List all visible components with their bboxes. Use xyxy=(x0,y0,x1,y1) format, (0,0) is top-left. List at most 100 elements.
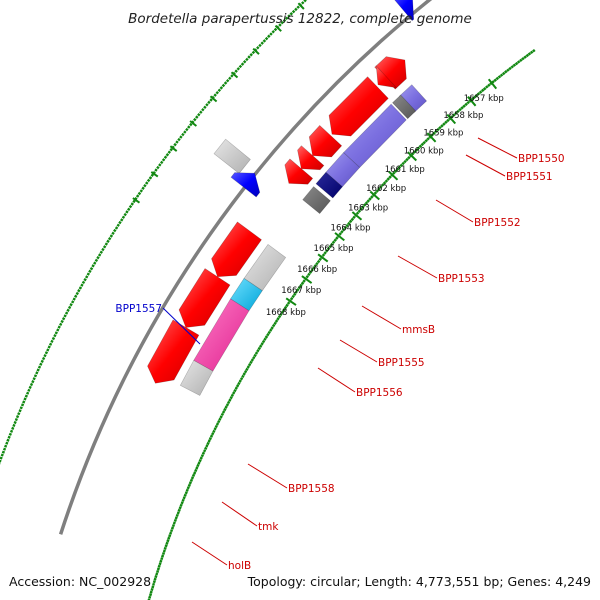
scale-dot xyxy=(2,447,7,451)
scale-dot xyxy=(228,76,232,80)
scale-dot xyxy=(173,518,177,523)
scale-dot xyxy=(72,297,76,301)
scale-dot xyxy=(169,147,173,152)
gene-label: holB xyxy=(228,560,251,572)
scale-dot xyxy=(86,272,90,276)
scale-dot xyxy=(91,264,95,268)
scale-dot xyxy=(243,370,248,374)
scale-dot xyxy=(280,310,285,314)
scale-dot xyxy=(184,491,188,495)
scale-dot xyxy=(183,130,187,134)
scale-dot xyxy=(476,92,481,96)
scale-dot xyxy=(196,463,200,468)
scale-dot xyxy=(392,171,396,175)
scale-label: 1664 kbp xyxy=(331,224,371,234)
gene-feature-bpp1558 xyxy=(211,221,262,278)
scale-dot xyxy=(245,57,249,62)
scale-dot xyxy=(382,181,387,185)
scale-dot xyxy=(257,346,262,351)
scale-dot xyxy=(195,466,199,470)
scale-dot xyxy=(252,356,256,360)
scale-major-tick xyxy=(150,171,159,178)
scale-dot xyxy=(80,283,84,287)
scale-dot xyxy=(218,417,222,421)
scale-dot xyxy=(32,377,36,381)
scale-dot xyxy=(125,210,129,214)
scale-dot xyxy=(501,71,506,76)
label-leader-line xyxy=(191,541,228,566)
scale-dot xyxy=(434,129,438,134)
scale-dot xyxy=(247,55,251,59)
scale-dot xyxy=(330,242,334,247)
scale-dot xyxy=(375,189,380,193)
scale-dot xyxy=(286,301,291,305)
scale-dot xyxy=(127,207,131,211)
scale-dot xyxy=(197,112,201,117)
scale-dot xyxy=(141,186,145,190)
scale-major-tick xyxy=(169,145,178,152)
scale-dot xyxy=(74,294,78,298)
accession-text: Accession: NC_002928 xyxy=(9,574,151,589)
gene-label: BPP1551 xyxy=(506,171,553,183)
scale-dot xyxy=(185,127,189,132)
scale-dot xyxy=(139,189,143,193)
scale-dot xyxy=(495,76,500,81)
scale-dot xyxy=(405,157,409,162)
scale-dot xyxy=(197,461,201,465)
scale-major-tick xyxy=(274,24,282,32)
scale-dot xyxy=(154,168,158,172)
scale-dot xyxy=(352,215,356,220)
scale-ticks xyxy=(0,0,536,600)
scale-dot xyxy=(158,163,162,167)
scale-dot xyxy=(193,471,197,475)
scale-dot xyxy=(497,75,502,79)
scale-dot xyxy=(249,53,253,57)
scale-dot xyxy=(111,231,115,235)
scale-dot xyxy=(430,133,434,137)
scale-major-tick xyxy=(369,190,380,201)
scale-dot xyxy=(253,353,257,358)
scale-dot xyxy=(0,459,2,463)
scale-dot xyxy=(198,458,202,463)
scale-dot xyxy=(161,554,165,558)
scale-dot xyxy=(189,122,193,127)
scale-dot xyxy=(514,61,519,66)
scale-dot xyxy=(491,80,495,84)
label-leader-lines xyxy=(162,137,518,566)
scale-dot xyxy=(56,328,60,332)
scale-dot xyxy=(203,105,207,110)
scale-dot xyxy=(472,95,477,100)
scale-dot xyxy=(47,345,51,349)
scale-major-tick xyxy=(407,151,418,162)
scale-dot xyxy=(297,285,302,290)
gene-label: BPP1556 xyxy=(356,387,403,399)
topology-text: Topology: circular; Length: 4,773,551 bp… xyxy=(247,574,591,589)
scale-dot xyxy=(217,88,222,93)
scale-dot xyxy=(102,245,107,249)
gene-feature-mmsb-track2 xyxy=(315,171,343,199)
scale-dot xyxy=(235,384,240,388)
scale-dot xyxy=(5,441,9,445)
scale-dot xyxy=(66,308,70,312)
scale-dot xyxy=(156,569,160,573)
scale-dot xyxy=(177,137,181,142)
scale-dot xyxy=(318,257,322,262)
scale-dot xyxy=(234,386,238,390)
scale-dot xyxy=(224,405,228,409)
genome-backbone xyxy=(58,0,433,535)
scale-major-tick xyxy=(301,275,313,284)
scale-dot xyxy=(167,536,171,540)
scale-dot xyxy=(299,283,303,288)
gene-feature-blue xyxy=(394,0,415,22)
scale-dot xyxy=(174,516,178,520)
scale-dot xyxy=(215,90,219,95)
scale-dot xyxy=(440,124,444,128)
scale-dot xyxy=(12,423,16,428)
scale-dot xyxy=(28,385,32,389)
scale-dot xyxy=(236,67,240,71)
scale-dot xyxy=(366,199,370,203)
scale-dot xyxy=(379,185,383,189)
scale-dot xyxy=(221,83,226,88)
scale-dot xyxy=(393,169,398,173)
scale-dot xyxy=(164,544,168,548)
